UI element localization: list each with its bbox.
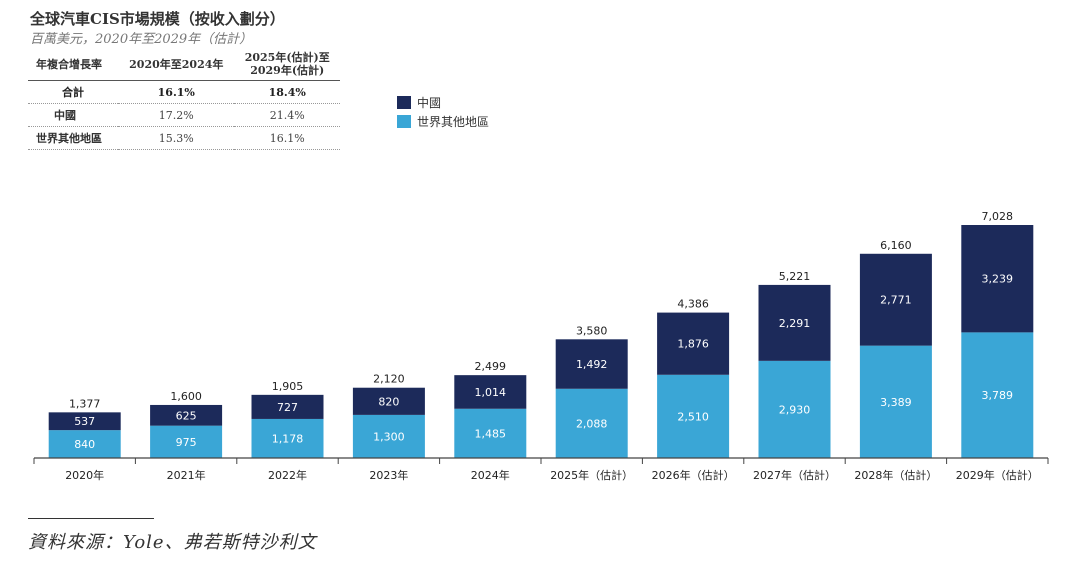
cagr-value: 16.1% xyxy=(118,80,235,104)
cagr-row-label: 中國 xyxy=(28,103,119,127)
bar-segment-china xyxy=(352,387,425,415)
bar-segment-rest-of-world xyxy=(150,425,223,458)
cagr-header-period2: 2025年(估計)至 2029年(估計) xyxy=(234,48,340,81)
cagr-table: 年複合增長率 2020年至2024年 2025年(估計)至 2029年(估計) … xyxy=(28,48,340,150)
cagr-row-china: 中國 17.2% 21.4% xyxy=(28,103,340,127)
bar-segment-china xyxy=(859,253,932,346)
x-axis-tick-label: 2026年（估計） xyxy=(652,468,735,482)
bar-value-rest-of-world: 975 xyxy=(176,436,197,449)
bar-total-label: 2,120 xyxy=(373,373,405,386)
bar-segment-china xyxy=(555,339,628,389)
bar-total-label: 4,386 xyxy=(677,298,709,311)
cagr-value: 21.4% xyxy=(234,103,340,127)
source-note: 資料來源：Yole、弗若斯特沙利文 xyxy=(28,532,317,553)
bar-segment-china xyxy=(454,375,527,409)
bar-value-china: 727 xyxy=(277,401,298,414)
bar-segment-rest-of-world xyxy=(352,414,425,458)
bar-segment-china xyxy=(48,412,121,431)
bar-value-rest-of-world: 2,930 xyxy=(779,403,811,416)
bar-total-label: 1,377 xyxy=(69,397,101,410)
bar-value-rest-of-world: 2,088 xyxy=(576,417,608,430)
cagr-row-label: 合計 xyxy=(28,80,119,104)
legend-label-rest-of-world: 世界其他地區 xyxy=(417,114,490,129)
bar-total-label: 7,028 xyxy=(982,210,1014,223)
bar-segment-china xyxy=(758,284,831,361)
bar-value-rest-of-world: 840 xyxy=(74,438,95,451)
bar-segment-rest-of-world xyxy=(555,388,628,458)
cagr-value: 18.4% xyxy=(234,80,340,104)
bar-value-rest-of-world: 1,485 xyxy=(475,427,507,440)
bar-value-rest-of-world: 2,510 xyxy=(677,410,709,423)
cagr-header-row: 年複合增長率 2020年至2024年 2025年(估計)至 2029年(估計) xyxy=(28,48,340,81)
cagr-row-total: 合計 16.1% 18.4% xyxy=(28,80,340,104)
bar-segment-china xyxy=(251,394,324,419)
x-axis-tick-label: 2023年 xyxy=(369,468,408,482)
bar-segment-rest-of-world xyxy=(961,332,1034,458)
bar-segment-china xyxy=(961,225,1034,333)
cagr-value: 15.3% xyxy=(118,126,235,150)
chart-title: 全球汽車CIS市場規模（按收入劃分） xyxy=(30,10,285,28)
bar-value-china: 1,014 xyxy=(475,386,507,399)
bar-value-rest-of-world: 1,178 xyxy=(272,432,304,445)
legend-item-rest-of-world: 世界其他地區 xyxy=(397,113,489,129)
bar-total-label: 5,221 xyxy=(779,270,811,283)
bar-value-china: 3,239 xyxy=(982,273,1014,286)
bar-segment-rest-of-world xyxy=(859,345,932,458)
chart-legend: 中國 世界其他地區 xyxy=(397,94,489,132)
bar-value-rest-of-world: 3,789 xyxy=(982,389,1014,402)
legend-item-china: 中國 xyxy=(397,94,489,110)
x-axis-tick-label: 2025年（估計） xyxy=(550,468,633,482)
bar-value-china: 537 xyxy=(74,415,95,428)
cagr-value: 17.2% xyxy=(118,103,235,127)
legend-swatch-rest-of-world xyxy=(397,114,411,128)
bar-value-china: 2,291 xyxy=(779,317,811,330)
bar-segment-rest-of-world xyxy=(758,360,831,458)
x-axis-tick-label: 2029年（估計） xyxy=(956,468,1039,482)
bar-value-china: 1,876 xyxy=(677,338,709,351)
bar-total-label: 2,499 xyxy=(475,360,507,373)
bar-segment-china xyxy=(150,404,223,426)
x-axis-tick-label: 2022年 xyxy=(268,468,307,482)
bar-segment-rest-of-world xyxy=(48,430,121,458)
bar-value-rest-of-world: 1,300 xyxy=(373,430,405,443)
legend-label-china: 中國 xyxy=(417,95,442,110)
bar-segment-rest-of-world xyxy=(454,408,527,458)
stacked-bar-chart: 840 537 1,377 2020年 975 625 1,600 2021年 1,178 727… xyxy=(33,210,1049,482)
cagr-row-rest-of-world: 世界其他地區 15.3% 16.1% xyxy=(28,126,340,150)
chart-subtitle: 百萬美元，2020年至2029年（估計） xyxy=(30,32,253,47)
bar-value-china: 2,771 xyxy=(880,294,912,307)
x-axis-tick-label: 2024年 xyxy=(471,468,510,482)
bar-segment-china xyxy=(657,312,730,375)
legend-swatch-china xyxy=(397,95,411,109)
bar-value-china: 820 xyxy=(378,395,399,408)
cagr-row-label: 世界其他地區 xyxy=(28,126,119,150)
bar-segment-rest-of-world xyxy=(657,374,730,458)
x-axis-tick-label: 2021年 xyxy=(167,468,206,482)
x-axis-tick-label: 2027年（估計） xyxy=(753,468,836,482)
cagr-value: 16.1% xyxy=(234,126,340,150)
cagr-header-period1: 2020年至2024年 xyxy=(118,48,235,81)
bar-value-china: 1,492 xyxy=(576,358,608,371)
bar-total-label: 1,600 xyxy=(170,390,202,403)
bar-total-label: 1,905 xyxy=(272,380,304,393)
bar-total-label: 3,580 xyxy=(576,324,608,337)
cagr-header-label: 年複合增長率 xyxy=(28,48,119,81)
source-divider xyxy=(28,518,154,519)
bar-segment-rest-of-world xyxy=(251,418,324,458)
bar-value-china: 625 xyxy=(176,409,197,422)
x-axis-tick-label: 2020年 xyxy=(65,468,104,482)
bar-total-label: 6,160 xyxy=(880,239,912,252)
x-axis-tick-label: 2028年（估計） xyxy=(854,468,937,482)
bar-value-rest-of-world: 3,389 xyxy=(880,396,912,409)
